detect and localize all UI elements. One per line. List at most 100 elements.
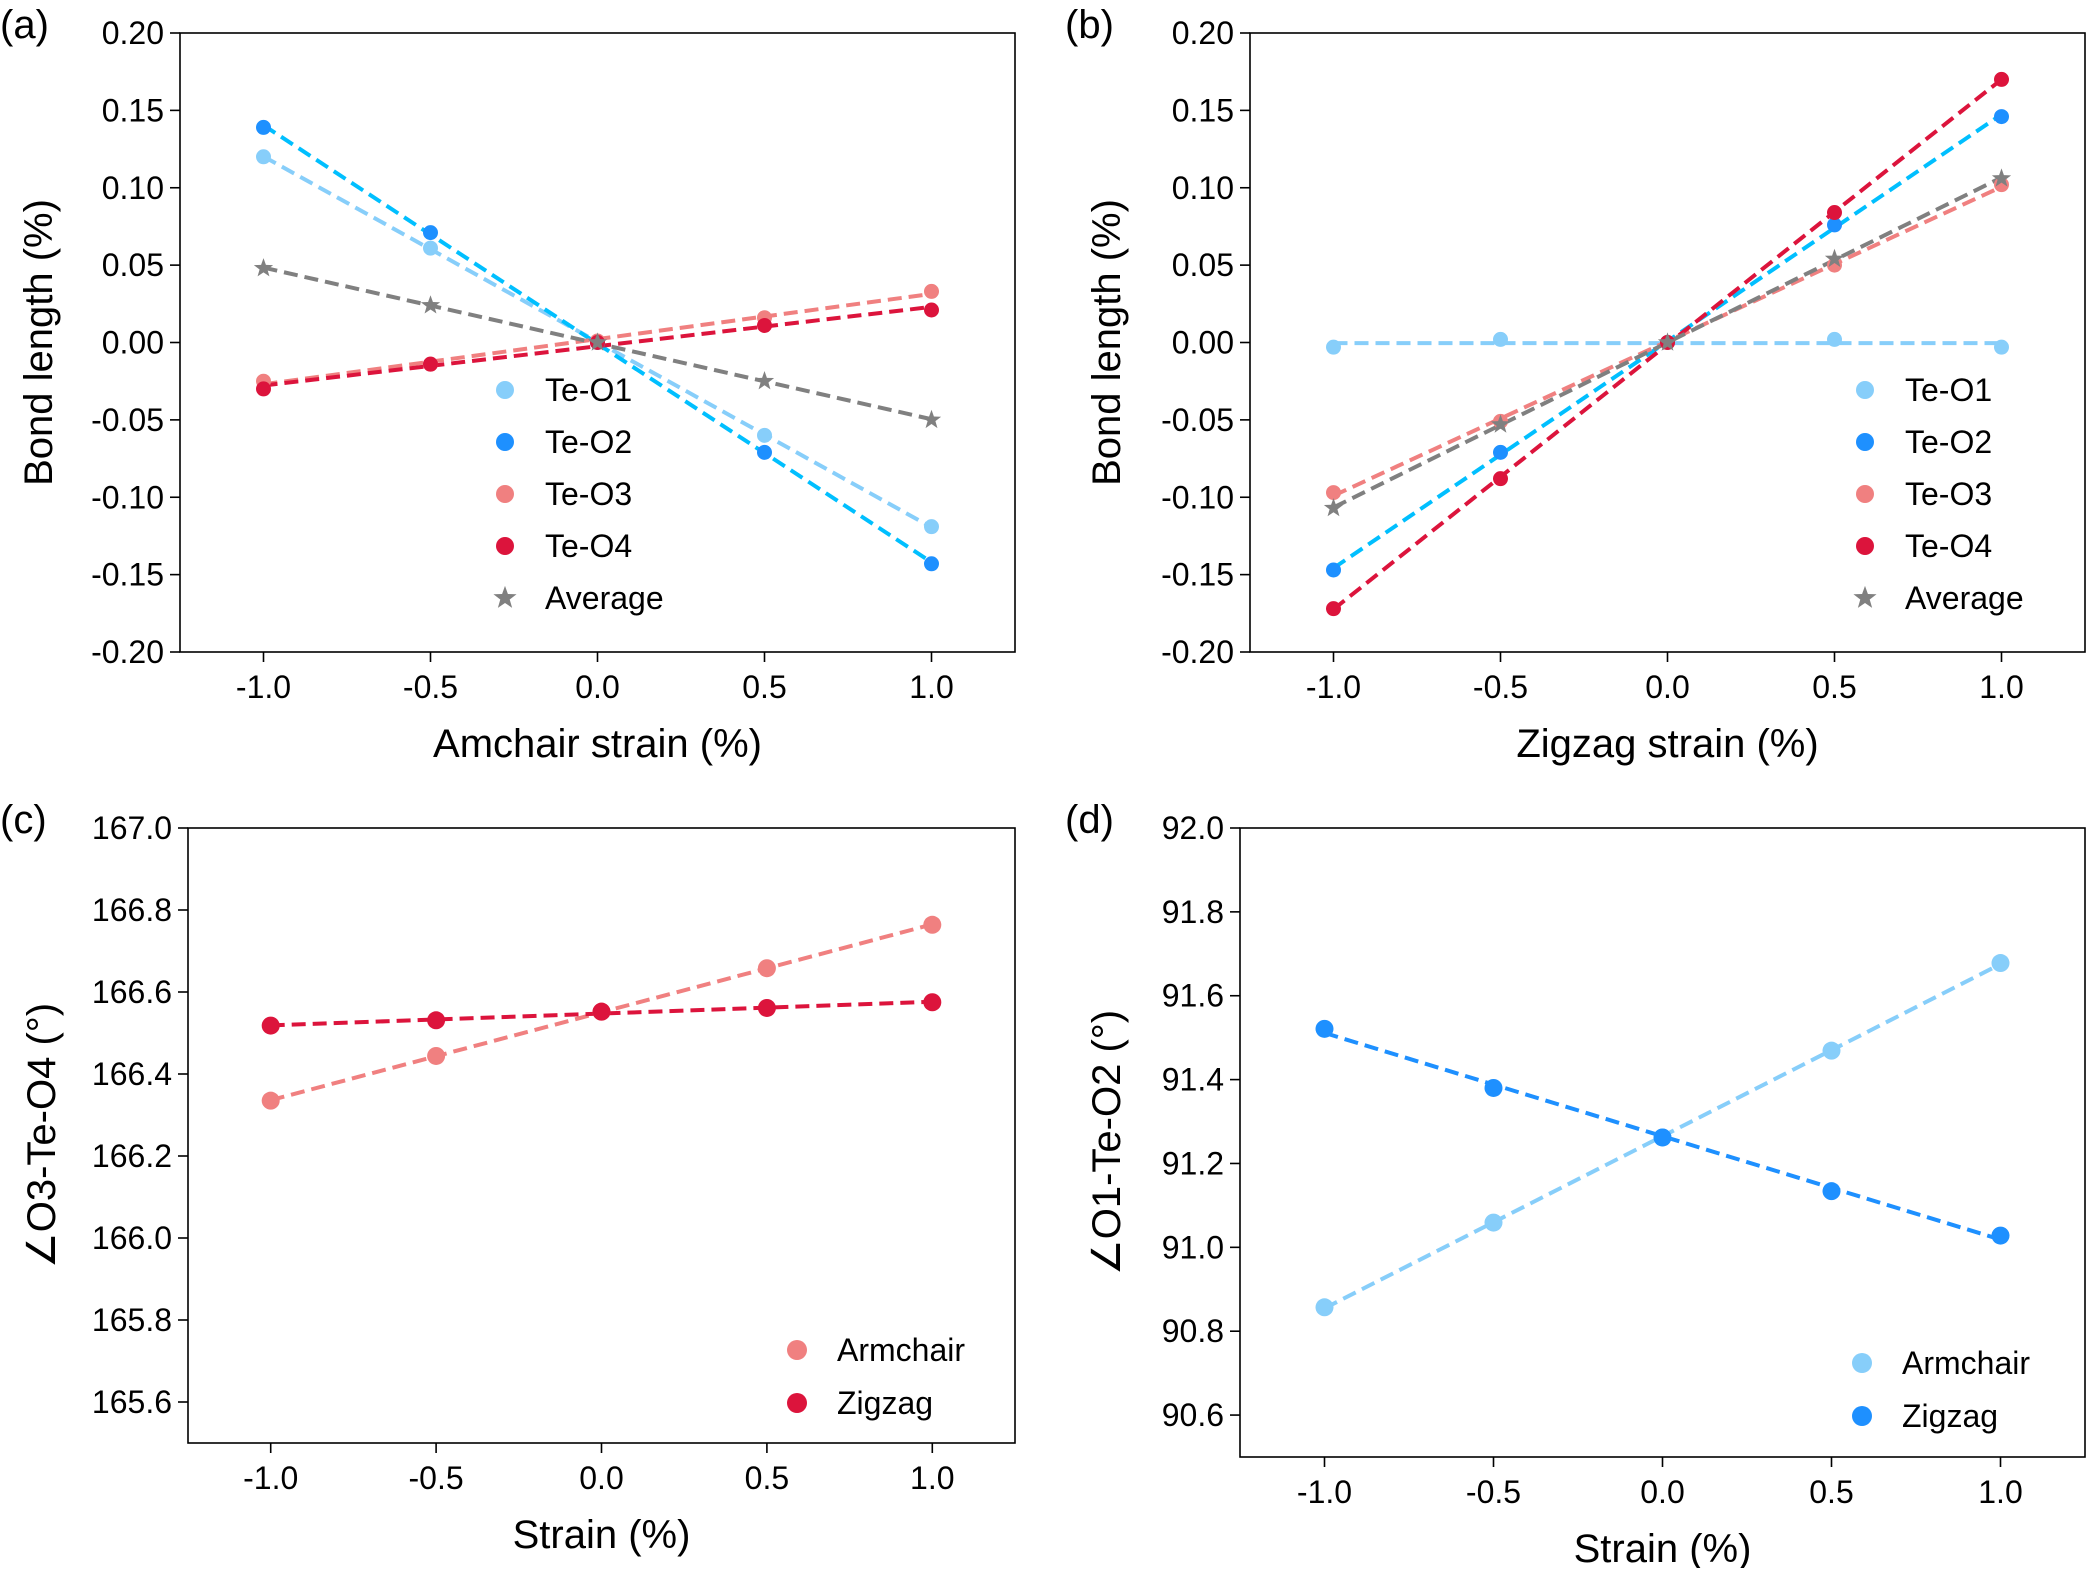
x-tick-label: 1.0 [1978, 1474, 2022, 1510]
data-point-zigzag [1822, 1182, 1841, 1201]
data-point-te-o2 [757, 444, 772, 460]
data-point-zigzag [1991, 1226, 2010, 1245]
data-point-armchair [1822, 1041, 1841, 1060]
y-tick-label: 0.05 [102, 247, 164, 283]
y-tick-label: 91.4 [1162, 1062, 1224, 1098]
data-point-te-o1 [256, 149, 271, 165]
x-tick-label: -1.0 [1297, 1474, 1352, 1510]
legend: Te-O1 Te-O2 Te-O3 Te-O4 Average [493, 372, 664, 616]
data-point-zigzag [261, 1016, 280, 1035]
data-point-average [754, 371, 775, 390]
y-axis-label: Bond length (%) [17, 199, 61, 486]
legend-marker [496, 485, 514, 503]
x-tick-label: 0.0 [579, 1460, 623, 1496]
data-point-te-o2 [1326, 562, 1341, 578]
x-tick-label: 0.0 [1645, 669, 1689, 705]
y-tick-label: 0.00 [102, 325, 164, 361]
y-tick-label: 0.10 [102, 170, 164, 206]
data-point-te-o1 [1994, 339, 2009, 355]
y-tick-label: -0.10 [1161, 479, 1234, 515]
legend-marker [1856, 433, 1874, 451]
y-tick-label: 91.0 [1162, 1229, 1224, 1265]
data-point-te-o2 [1827, 217, 1842, 233]
legend-marker [787, 1340, 807, 1360]
data-point-te-o4 [924, 302, 939, 318]
y-tick-label: 0.05 [1172, 247, 1234, 283]
data-point-te-o4 [757, 317, 772, 333]
x-tick-label: 1.0 [1979, 669, 2023, 705]
data-point-armchair [1484, 1213, 1503, 1232]
x-tick-label: -1.0 [236, 669, 291, 705]
x-tick-label: -0.5 [1473, 669, 1528, 705]
legend-label: Average [1905, 580, 2024, 616]
data-point-zigzag [427, 1011, 446, 1030]
panel-label: (d) [1065, 798, 1114, 842]
fit-line-zigzag [1323, 1030, 2002, 1242]
x-tick-label: 0.5 [745, 1460, 789, 1496]
x-axis-label: Strain (%) [1574, 1527, 1752, 1568]
y-tick-label: 166.4 [92, 1056, 172, 1092]
data-point-average [1490, 414, 1511, 433]
legend-marker [1853, 585, 1877, 608]
data-point-te-o2 [1493, 444, 1508, 460]
data-point-te-o4 [1827, 205, 1842, 221]
data-point-te-o4 [1326, 601, 1341, 617]
legend-label: Te-O1 [545, 372, 632, 408]
x-tick-label: 1.0 [909, 669, 953, 705]
data-point-te-o4 [423, 356, 438, 372]
data-point-te-o4 [1493, 471, 1508, 487]
panel-b: -1.0 -0.5 0.0 0.5 1.0 0.20 0.15 0.10 0.05 0.00 -0.… [1065, 3, 2086, 766]
x-tick-label: 1.0 [910, 1460, 954, 1496]
x-tick-label: 0.5 [1809, 1474, 1853, 1510]
legend-label: Te-O4 [545, 528, 632, 564]
data-point-te-o1 [423, 240, 438, 256]
legend-label: Zigzag [837, 1385, 933, 1421]
data-point-average [1991, 168, 2012, 187]
panel-label: (b) [1065, 3, 1114, 47]
data-point-te-o4 [1994, 71, 2009, 87]
data-point-armchair [923, 915, 942, 934]
data-point-te-o1 [757, 427, 772, 443]
data-point-armchair [261, 1091, 280, 1110]
legend-label: Te-O2 [545, 424, 632, 460]
y-tick-label: 91.6 [1162, 978, 1224, 1014]
legend-label: Armchair [1902, 1345, 2030, 1381]
data-point-te-o1 [1493, 331, 1508, 347]
y-tick-label: 167.0 [92, 810, 172, 846]
legend-marker [1852, 1353, 1872, 1373]
x-axis-label: Strain (%) [513, 1513, 691, 1557]
legend-marker [1856, 381, 1874, 399]
data-point-te-o1 [1326, 339, 1341, 355]
y-tick-label: 91.2 [1162, 1145, 1224, 1181]
data-point-average [420, 295, 441, 314]
legend: Armchair Zigzag [787, 1332, 965, 1421]
legend-label: Te-O2 [1905, 424, 1992, 460]
y-tick-label: -0.20 [1161, 634, 1234, 670]
data-point-average [587, 332, 608, 351]
y-tick-label: 166.8 [92, 892, 172, 928]
x-tick-label: 0.0 [1640, 1474, 1684, 1510]
data-point-zigzag [1315, 1019, 1334, 1038]
legend-label: Zigzag [1902, 1398, 1998, 1434]
y-axis-label: ∠O3-Te-O4 (°) [20, 1003, 64, 1268]
data-point-armchair [1991, 954, 2010, 973]
data-point-armchair [757, 959, 776, 978]
y-tick-label: 0.20 [102, 15, 164, 51]
panel-d: -1.0 -0.5 0.0 0.5 1.0 92.0 91.8 91.6 91.4 91.2 91.… [1065, 798, 2086, 1571]
data-point-te-o3 [924, 283, 939, 299]
data-point-average [253, 258, 274, 277]
data-point-te-o2 [423, 225, 438, 241]
panel-label: (c) [0, 798, 47, 842]
y-tick-label: -0.15 [1161, 557, 1234, 593]
y-tick-label: 166.2 [92, 1138, 172, 1174]
legend-marker [496, 381, 514, 399]
legend-marker [496, 537, 514, 555]
legend-label: Te-O1 [1905, 372, 1992, 408]
y-tick-label: 0.00 [1172, 325, 1234, 361]
x-tick-label: 0.5 [1812, 669, 1856, 705]
data-point-zigzag [1653, 1128, 1672, 1147]
y-tick-label: 91.8 [1162, 894, 1224, 930]
data-point-zigzag [1484, 1078, 1503, 1097]
